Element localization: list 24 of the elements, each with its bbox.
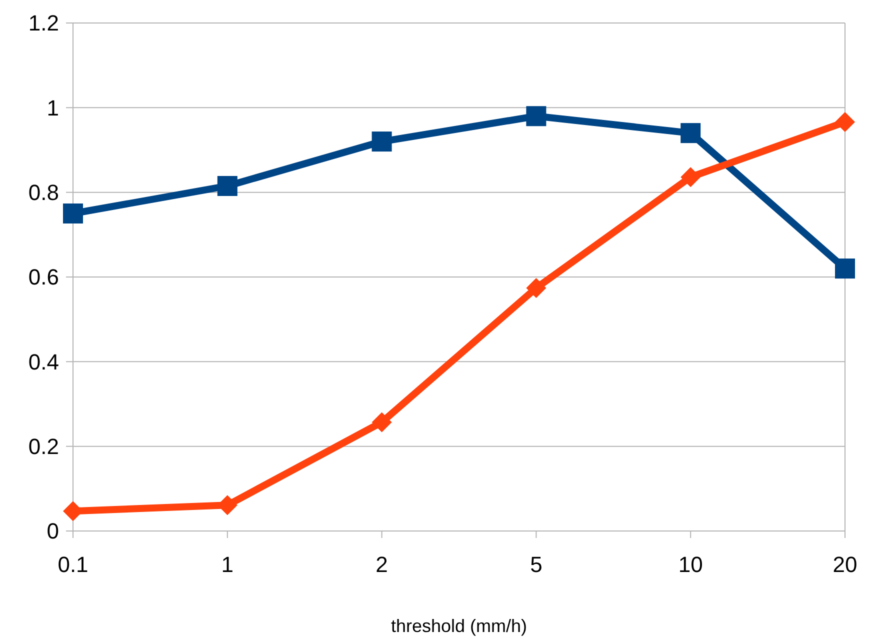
point xyxy=(217,176,238,196)
x-axis-title: threshold (mm/h) xyxy=(390,616,528,636)
y-tick-label: 0 xyxy=(46,518,59,544)
x-tick-label: 0.1 xyxy=(58,552,88,577)
y-tick-label: 0.2 xyxy=(28,434,59,460)
y-tick-label: 0.8 xyxy=(28,180,59,206)
point xyxy=(63,204,83,224)
x-tick-label: 20 xyxy=(832,552,858,577)
x-tick-label: 1 xyxy=(221,552,234,577)
x-tick-label: 5 xyxy=(530,552,542,577)
point xyxy=(680,123,701,144)
point xyxy=(526,278,546,298)
y-tick-label: 1.2 xyxy=(28,10,59,36)
point xyxy=(372,132,392,152)
y-tick-label: 0.6 xyxy=(28,264,59,290)
point xyxy=(835,112,855,132)
y-tick-label: 1 xyxy=(46,95,59,120)
point xyxy=(680,167,701,188)
x-tick-label: 10 xyxy=(678,552,703,577)
point xyxy=(372,412,392,432)
y-tick-label: 0.4 xyxy=(28,349,59,374)
point xyxy=(835,258,855,279)
point xyxy=(526,106,546,126)
x-tick-label: 2 xyxy=(376,552,388,577)
